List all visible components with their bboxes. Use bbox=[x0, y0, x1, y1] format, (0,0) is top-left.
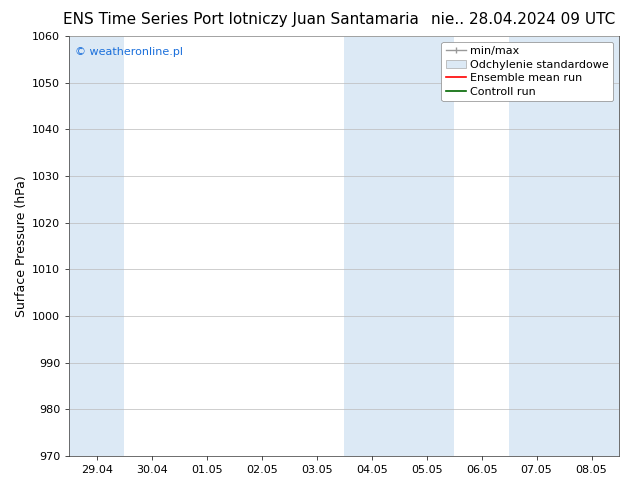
Text: © weatheronline.pl: © weatheronline.pl bbox=[75, 47, 183, 57]
Bar bbox=[69, 36, 124, 456]
Text: ENS Time Series Port lotniczy Juan Santamaria: ENS Time Series Port lotniczy Juan Santa… bbox=[63, 12, 419, 27]
Y-axis label: Surface Pressure (hPa): Surface Pressure (hPa) bbox=[15, 175, 28, 317]
Text: nie.. 28.04.2024 09 UTC: nie.. 28.04.2024 09 UTC bbox=[430, 12, 615, 27]
Bar bbox=[344, 36, 454, 456]
Legend: min/max, Odchylenie standardowe, Ensemble mean run, Controll run: min/max, Odchylenie standardowe, Ensembl… bbox=[441, 42, 614, 101]
Bar bbox=[509, 36, 619, 456]
